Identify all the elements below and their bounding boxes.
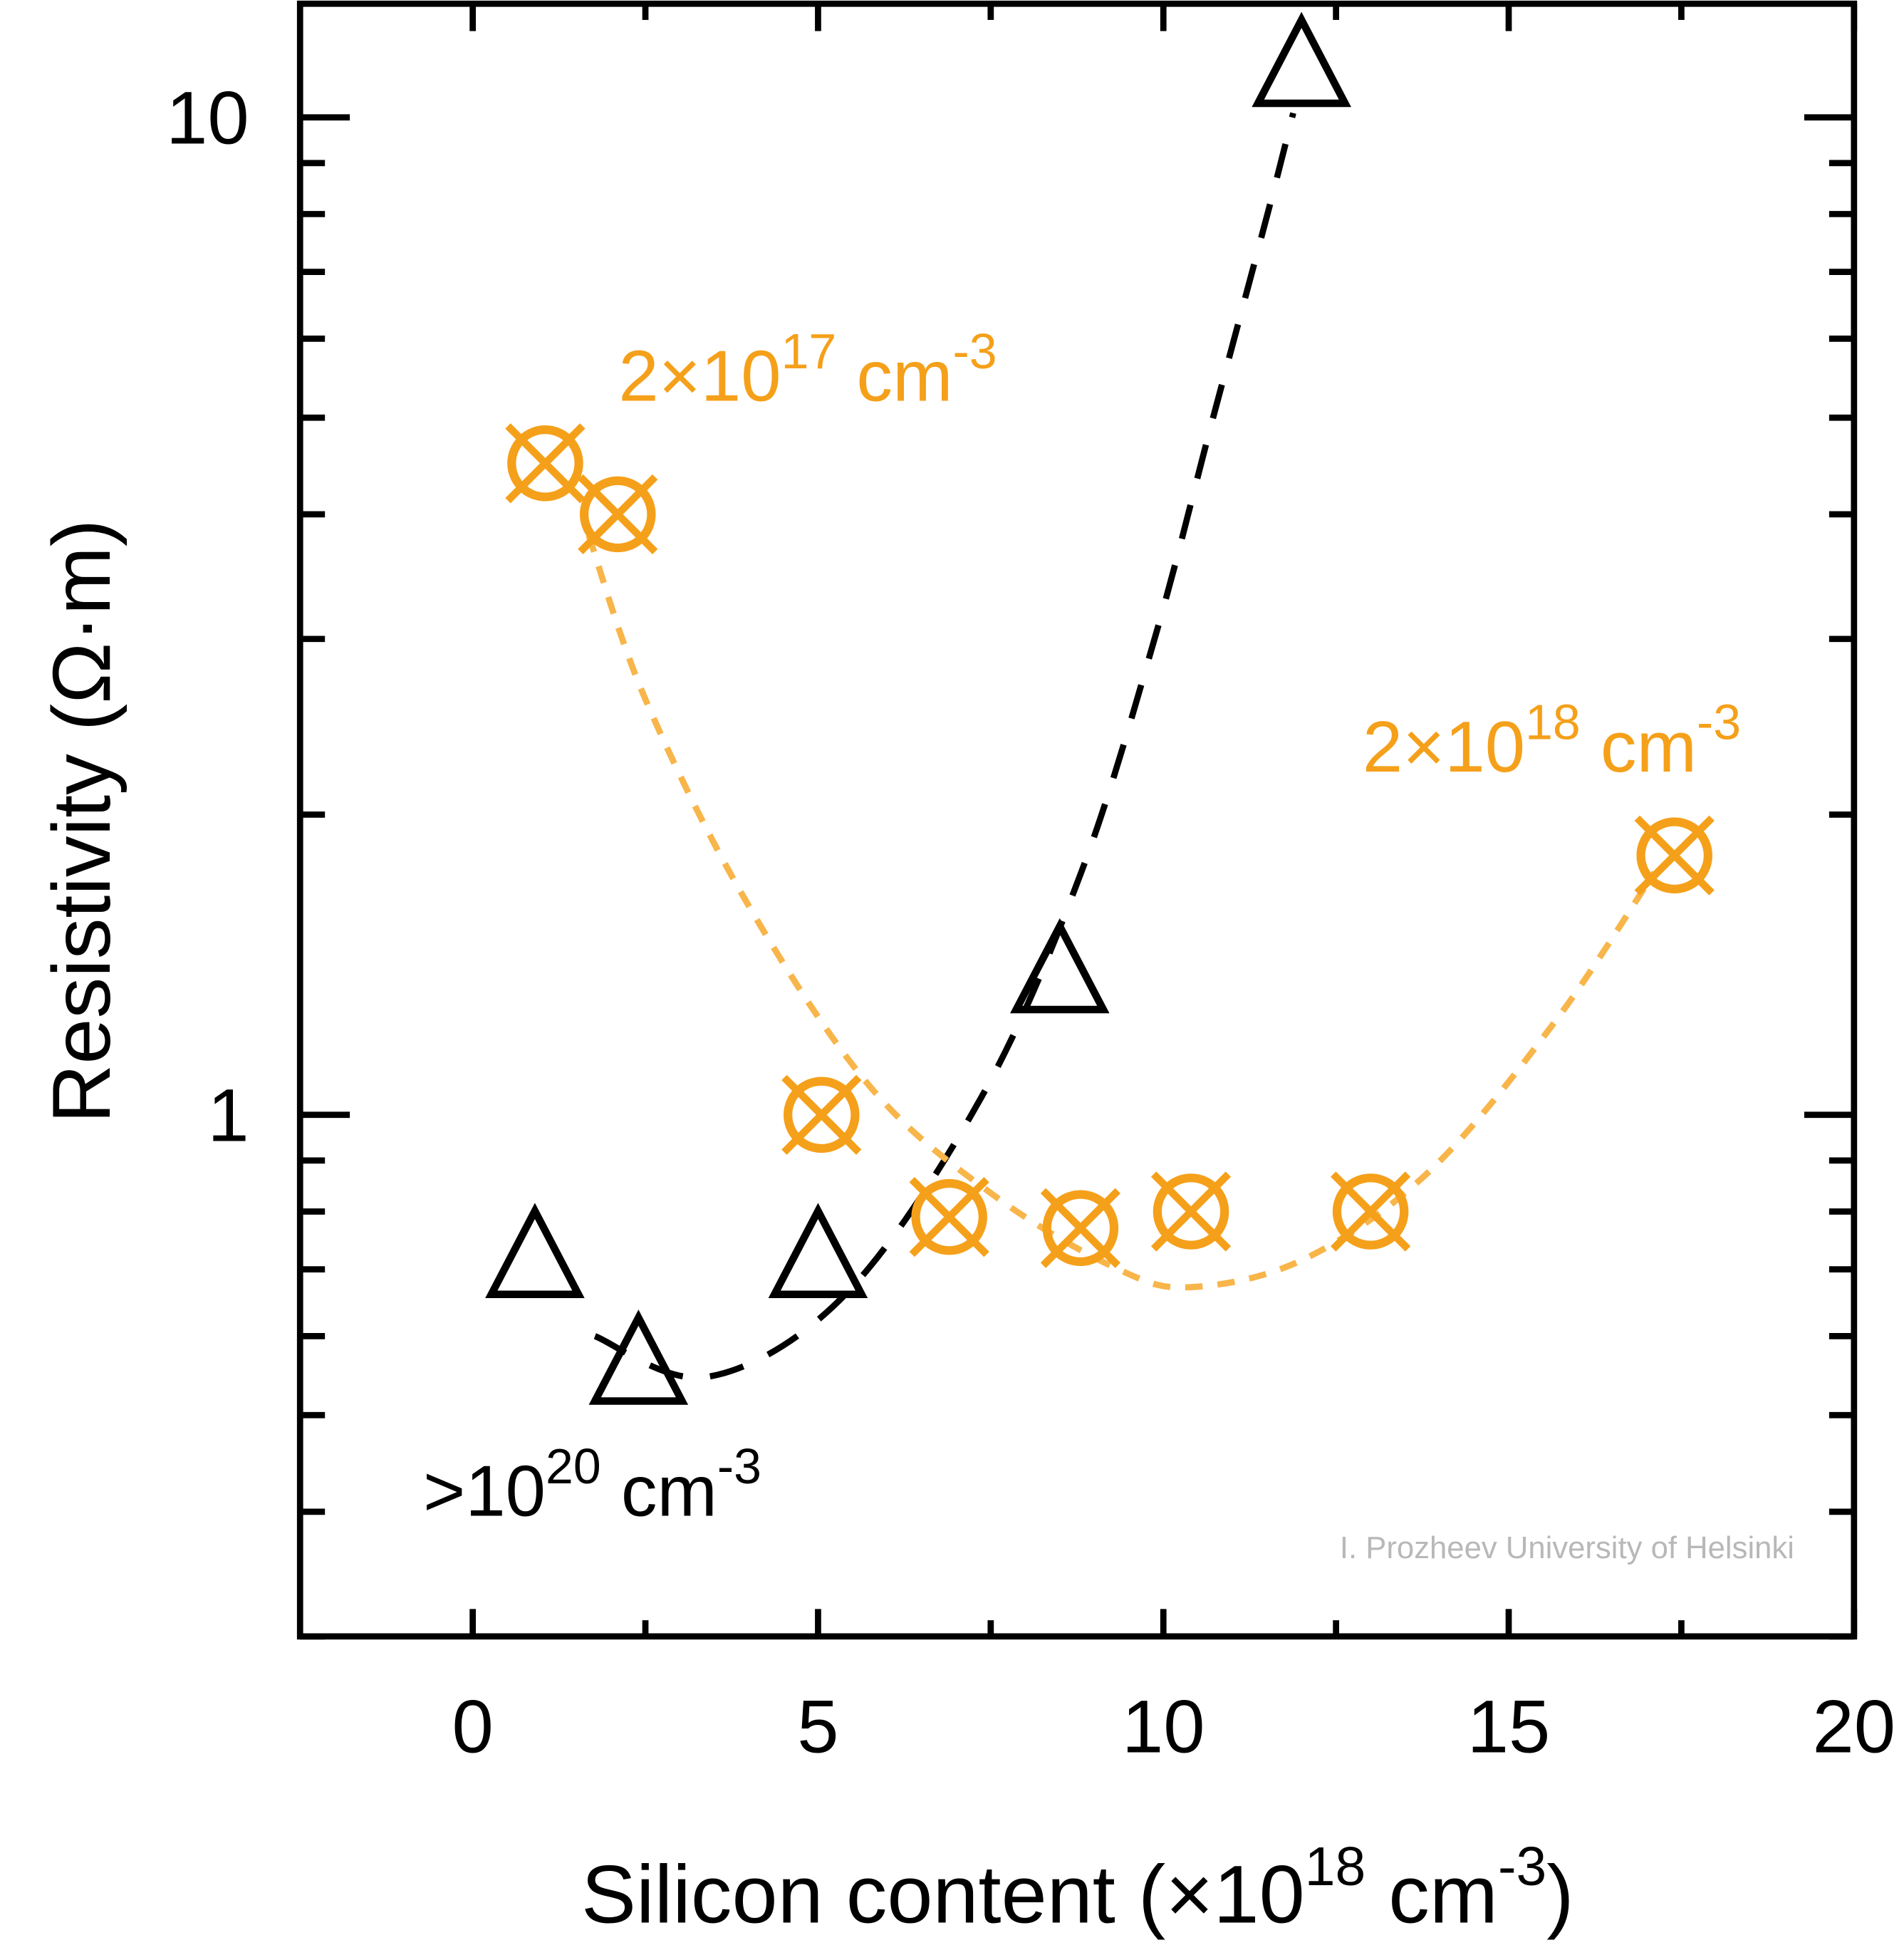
marker-circle [911, 1178, 987, 1255]
y-tick-label: 1 [207, 1074, 249, 1157]
marker-cross [1634, 815, 1715, 896]
circle-x-marker [781, 1074, 862, 1155]
fit-line-orange-dotted [586, 534, 1658, 1291]
y-tick-label: 10 [166, 76, 249, 160]
marker-circle [784, 1077, 860, 1153]
x-tick-label: 20 [1813, 1685, 1896, 1768]
plot-frame [296, 0, 1858, 1640]
triangle-marker [1010, 918, 1110, 1014]
triangle-marker [1252, 11, 1351, 108]
marker-cross [909, 1177, 989, 1257]
marker-cross [1040, 1188, 1120, 1268]
annotation-1e20: >1020 cm-3 [423, 1438, 761, 1531]
circle-x-marker [578, 474, 658, 554]
marker-circle [507, 425, 583, 502]
circle-x-marker [909, 1177, 989, 1257]
watermark: I. Prozheev University of Helsinki [1340, 1530, 1794, 1565]
circle-x-marker [1150, 1171, 1232, 1252]
fit-line-black-dashed [593, 112, 1296, 1381]
circle-x-marker [1040, 1188, 1120, 1268]
marker-circle [579, 476, 656, 553]
triangle-marker [588, 1309, 689, 1405]
x-tick-label: 15 [1467, 1685, 1551, 1768]
marker-cross [505, 423, 586, 504]
y-axis-label: Resistivity (Ω·m) [36, 519, 128, 1124]
annotation-2e17: 2×1017 cm-3 [618, 323, 997, 416]
axis-ticks: 0 5 10 15 20 1 10 [166, 4, 1895, 1768]
circle-x-marker [505, 423, 586, 504]
data-markers [485, 11, 1715, 1405]
x-tick-label: 0 [452, 1685, 494, 1768]
annotation-2e18: 2×1018 cm-3 [1363, 695, 1741, 787]
marker-circle [1636, 817, 1713, 893]
x-tick-label: 10 [1122, 1685, 1205, 1768]
marker-circle [1332, 1173, 1409, 1250]
fit-curves [586, 112, 1658, 1381]
triangle-marker [485, 1203, 585, 1298]
marker-cross [1150, 1171, 1232, 1252]
marker-cross [578, 474, 658, 554]
marker-circle [1042, 1190, 1119, 1266]
circle-x-marker [1634, 815, 1715, 896]
circle-x-marker [1331, 1171, 1411, 1252]
x-tick-label: 5 [797, 1685, 838, 1768]
marker-circle [1153, 1173, 1229, 1250]
marker-cross [781, 1074, 862, 1155]
x-axis-label: Silicon content (×1018 cm-3) [581, 1836, 1574, 1940]
marker-cross [1331, 1171, 1411, 1252]
triangle-marker [768, 1203, 868, 1298]
